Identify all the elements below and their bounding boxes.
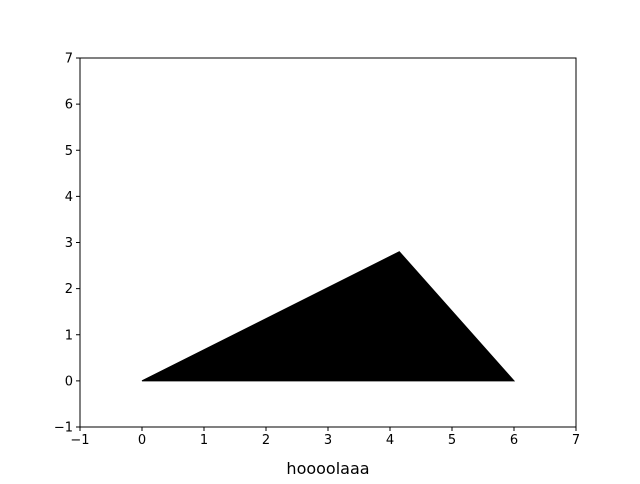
y-tick-label: 7 [65,52,73,67]
x-tick-label: 5 [448,433,456,448]
x-tick-label: 7 [572,433,580,448]
x-tick-label: 6 [510,433,518,448]
triangle-series [141,251,516,382]
x-axis-label: hoooolaaa [286,459,369,478]
y-axis-ticks: −1 0 1 2 3 4 5 6 7 [54,52,80,436]
y-tick-label: 0 [65,374,73,389]
x-axis-ticks: −1 0 1 2 3 4 5 6 7 [70,427,580,448]
y-tick-label: 2 [65,282,73,297]
y-tick-label: 6 [65,98,73,113]
y-tick-label: 5 [65,144,73,159]
x-tick-label: 1 [200,433,208,448]
triangle-polygon [141,251,516,382]
x-tick-label: 4 [386,433,394,448]
x-tick-label: 3 [324,433,332,448]
y-tick-label: 4 [65,190,73,205]
x-tick-label: −1 [70,433,89,448]
x-tick-label: 0 [138,433,146,448]
x-tick-label: 2 [262,433,270,448]
y-tick-label: 1 [65,328,73,343]
y-tick-label: −1 [54,421,73,436]
y-tick-label: 3 [65,236,73,251]
